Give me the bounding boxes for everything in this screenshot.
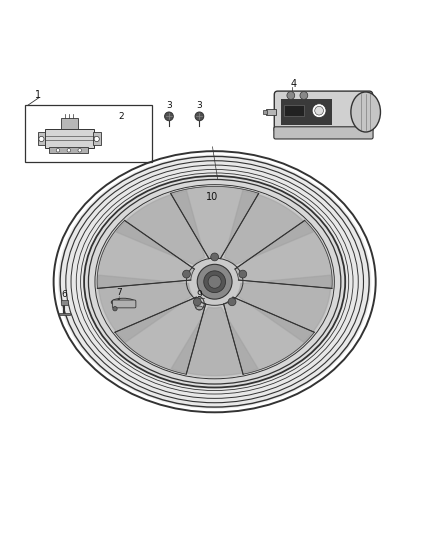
- Polygon shape: [99, 275, 193, 342]
- Text: 3: 3: [166, 101, 172, 110]
- Bar: [25, 106, 152, 162]
- Text: 7: 7: [116, 288, 122, 297]
- Circle shape: [312, 104, 326, 118]
- Circle shape: [165, 112, 173, 120]
- Bar: [49, 147, 88, 154]
- Bar: [93, 132, 101, 144]
- Circle shape: [195, 112, 204, 120]
- Text: 3: 3: [197, 101, 202, 110]
- Polygon shape: [97, 221, 194, 288]
- Text: 2: 2: [118, 112, 124, 121]
- FancyBboxPatch shape: [274, 127, 373, 139]
- Text: 4: 4: [291, 79, 297, 88]
- Circle shape: [239, 270, 247, 278]
- Ellipse shape: [58, 155, 371, 409]
- Circle shape: [67, 149, 71, 152]
- Circle shape: [78, 149, 81, 152]
- Circle shape: [228, 298, 236, 306]
- Ellipse shape: [194, 297, 204, 310]
- Polygon shape: [171, 307, 258, 376]
- Ellipse shape: [196, 306, 203, 310]
- Polygon shape: [115, 297, 206, 374]
- Circle shape: [287, 92, 295, 99]
- Bar: [45, 128, 94, 148]
- FancyBboxPatch shape: [113, 300, 136, 308]
- Bar: [265, 109, 276, 116]
- Bar: [262, 110, 267, 114]
- Polygon shape: [171, 187, 259, 259]
- Bar: [61, 301, 68, 305]
- Circle shape: [94, 136, 99, 142]
- Polygon shape: [224, 190, 313, 265]
- Circle shape: [56, 149, 60, 152]
- Circle shape: [113, 306, 117, 311]
- Ellipse shape: [96, 185, 333, 378]
- Bar: [38, 132, 46, 144]
- Polygon shape: [237, 275, 331, 342]
- Ellipse shape: [351, 92, 381, 132]
- Circle shape: [193, 298, 201, 306]
- Circle shape: [208, 275, 221, 288]
- Text: 1: 1: [35, 90, 42, 100]
- Circle shape: [315, 107, 323, 115]
- Circle shape: [39, 136, 44, 142]
- Polygon shape: [224, 297, 314, 374]
- Bar: [61, 118, 78, 128]
- Ellipse shape: [88, 180, 341, 384]
- Polygon shape: [235, 221, 332, 288]
- Text: 6: 6: [62, 290, 67, 300]
- Text: 9: 9: [197, 290, 202, 300]
- Bar: [284, 106, 304, 116]
- Polygon shape: [116, 190, 205, 265]
- Ellipse shape: [84, 176, 345, 387]
- FancyBboxPatch shape: [274, 91, 373, 133]
- Ellipse shape: [111, 298, 135, 306]
- Circle shape: [300, 92, 308, 99]
- Circle shape: [211, 253, 219, 261]
- Bar: [59, 313, 70, 315]
- Circle shape: [183, 270, 191, 278]
- Bar: [281, 99, 332, 125]
- Circle shape: [197, 264, 232, 299]
- Text: 10: 10: [206, 192, 219, 202]
- Circle shape: [204, 271, 226, 293]
